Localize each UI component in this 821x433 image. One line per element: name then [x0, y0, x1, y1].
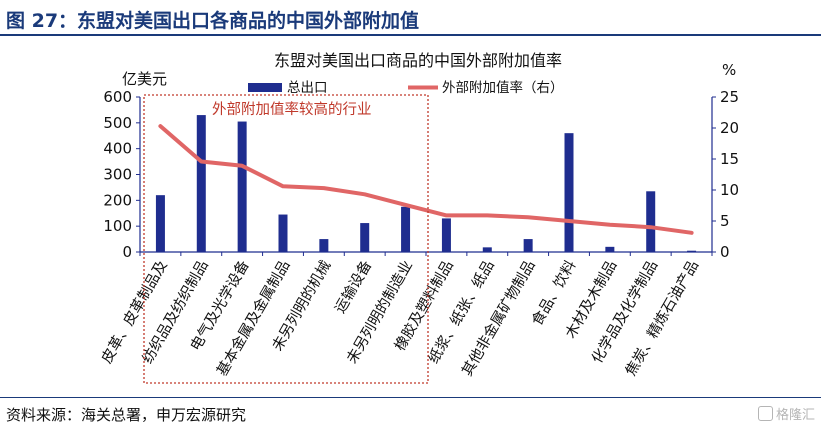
y-tick-label-left: 600 [103, 88, 132, 106]
watermark-text: 格隆汇 [775, 408, 815, 423]
y-tick-label-left: 500 [103, 114, 132, 132]
bar [482, 247, 492, 252]
y-tick-label-right: 10 [720, 181, 739, 199]
y-tick-label-right: 5 [720, 212, 730, 230]
bar [523, 239, 533, 252]
y-tick-label-left: 400 [103, 140, 132, 158]
bar [319, 239, 329, 252]
legend-swatch-bar [248, 83, 282, 92]
watermark: 格隆汇 [757, 404, 815, 423]
bar [605, 246, 615, 252]
y-tick-label-left: 300 [103, 166, 132, 184]
bar [360, 223, 370, 252]
bar [441, 218, 451, 252]
y-tick-label-left: 200 [103, 191, 132, 209]
x-tick-label: 运输设备 [331, 257, 375, 316]
chart-title: 东盟对美国出口商品的中国外部附加值率 [274, 51, 562, 70]
y-axis-right-label: % [722, 61, 736, 79]
x-tick-label: 焦炭、精炼石油产品 [622, 258, 702, 380]
bar [155, 195, 165, 252]
bar [401, 206, 411, 252]
y-tick-label-right: 0 [720, 243, 730, 261]
y-tick-label-right: 15 [720, 150, 739, 168]
bar [237, 121, 247, 253]
figure-header: 图 27：东盟对美国出口各商品的中国外部附加值 [0, 0, 821, 36]
source-note: 资料来源：海关总署，申万宏源研究 [6, 406, 247, 424]
bar [564, 133, 574, 252]
bar [278, 214, 288, 252]
footer-divider [0, 397, 821, 398]
y-tick-label-right: 20 [720, 119, 739, 137]
y-axis-left-label: 亿美元 [122, 70, 167, 88]
watermark-logo-icon [757, 406, 773, 421]
legend-label-bar: 总出口 [287, 80, 328, 96]
bar [646, 191, 656, 252]
x-tick-label: 其他非金属矿物制品 [459, 258, 539, 380]
line-series [158, 124, 694, 235]
figure-title: 图 27：东盟对美国出口各商品的中国外部附加值 [6, 10, 420, 32]
annotation-text: 外部附加值率较高的行业 [212, 100, 372, 118]
legend-label-line: 外部附加值率（右） [442, 79, 564, 96]
y-tick-label-left: 100 [103, 217, 132, 235]
bar [196, 115, 206, 252]
y-tick-label-left: 0 [122, 243, 132, 261]
highlight-box [143, 94, 429, 384]
y-tick-label-right: 25 [720, 88, 739, 106]
x-tick-label: 基本金属及金属制品 [213, 258, 293, 380]
bar [687, 250, 697, 252]
